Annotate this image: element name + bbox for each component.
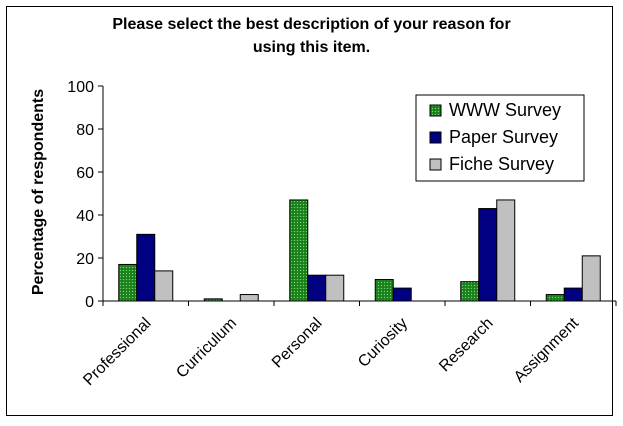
bar-fiche-survey-professional: [154, 270, 174, 302]
x-tick-label: Curiosity: [355, 315, 411, 371]
legend-label: Paper Survey: [449, 127, 558, 147]
legend-swatch: [429, 131, 442, 144]
legend-label: WWW Survey: [449, 100, 561, 120]
x-tick-label: Curriculum: [173, 315, 240, 382]
y-tick-label: 0: [85, 294, 94, 311]
bar-paper-survey-professional: [136, 233, 156, 302]
bar-fiche-survey-personal: [325, 274, 345, 302]
bar-paper-survey-research: [478, 208, 498, 302]
bar-paper-survey-curiosity: [392, 287, 412, 302]
legend: WWW Survey Paper Survey Fiche Survey: [415, 94, 585, 182]
bar-www-survey-personal: [289, 199, 309, 302]
bar-fiche-survey-assignment: [581, 255, 601, 302]
legend-box: [415, 94, 585, 182]
chart-title-line-2: using this item.: [252, 39, 371, 56]
bar-paper-survey-personal: [307, 274, 327, 302]
bar-www-survey-assignment: [545, 294, 565, 302]
x-tick-label: Personal: [269, 315, 326, 372]
y-axis-label: Percentage of respondents: [30, 89, 47, 295]
y-tick-label: 40: [76, 208, 94, 225]
legend-swatch: [429, 158, 442, 171]
chart-title: Please select the best description of yo…: [0, 13, 623, 59]
bar-fiche-survey-research: [496, 199, 516, 302]
y-tick-label: 100: [67, 79, 94, 96]
bar-fiche-survey-curriculum: [239, 294, 259, 302]
y-tick-label: 80: [76, 122, 94, 139]
bar-www-survey-research: [460, 281, 480, 302]
chart-title-line-1: Please select the best description of yo…: [112, 16, 511, 33]
bar-www-survey-curriculum: [203, 298, 223, 302]
x-tick-label: Assignment: [511, 314, 583, 386]
bar-www-survey-professional: [118, 263, 138, 302]
y-tick-label: 20: [76, 251, 94, 268]
legend-swatch: [429, 104, 442, 117]
bar-paper-survey-assignment: [563, 287, 583, 302]
legend-label: Fiche Survey: [449, 154, 554, 174]
bar-www-survey-curiosity: [374, 279, 394, 302]
x-tick-label: Research: [436, 315, 496, 375]
y-tick-label: 60: [76, 165, 94, 182]
x-tick-label: Professional: [80, 315, 154, 389]
